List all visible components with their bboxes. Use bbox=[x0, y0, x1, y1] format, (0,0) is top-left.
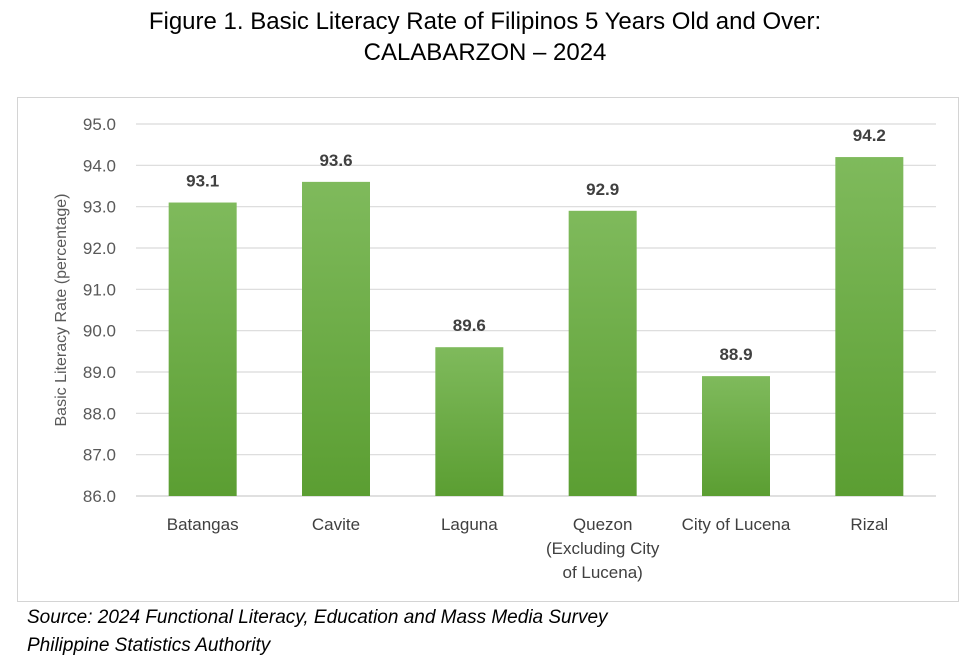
x-category-label: Cavite bbox=[312, 515, 360, 534]
x-category-label: (Excluding City bbox=[546, 539, 660, 558]
y-tick-label: 95.0 bbox=[83, 115, 116, 134]
x-category-label: Laguna bbox=[441, 515, 498, 534]
chart-title-line-1: Figure 1. Basic Literacy Rate of Filipin… bbox=[148, 8, 822, 35]
y-tick-label: 92.0 bbox=[83, 239, 116, 258]
bar bbox=[835, 157, 904, 497]
y-tick-label: 88.0 bbox=[83, 404, 116, 423]
bar bbox=[435, 347, 504, 496]
y-tick-label: 86.0 bbox=[83, 487, 116, 506]
data-label: 89.6 bbox=[453, 316, 486, 335]
x-category-label: of Lucena) bbox=[562, 563, 642, 582]
data-label: 94.2 bbox=[853, 126, 886, 145]
bar bbox=[302, 181, 370, 496]
data-label: 93.1 bbox=[186, 172, 219, 191]
data-label: 88.9 bbox=[719, 345, 752, 364]
data-label: 93.6 bbox=[319, 151, 352, 170]
y-tick-label: 93.0 bbox=[83, 198, 116, 217]
source-line-1: Source: 2024 Functional Literacy, Educat… bbox=[27, 607, 608, 628]
y-axis-title: Basic Literacy Rate (percentage) bbox=[53, 194, 70, 427]
data-label: 92.9 bbox=[586, 180, 619, 199]
bar-chart: 86.0 87.0 88.0 89.0 90.0 91.0 92.0 93.0 94.0 95.0… bbox=[53, 115, 936, 582]
x-category-label: Quezon bbox=[573, 515, 633, 534]
chart-title-line-2: CALABARZON – 2024 bbox=[363, 39, 607, 66]
bar bbox=[568, 210, 637, 497]
y-tick-label: 89.0 bbox=[83, 363, 116, 382]
y-tick-label: 91.0 bbox=[83, 280, 116, 299]
x-category-label: City of Lucena bbox=[682, 515, 791, 534]
bar bbox=[168, 202, 237, 496]
y-tick-label: 87.0 bbox=[83, 446, 116, 465]
source-line-2: Philippine Statistics Authority bbox=[27, 635, 271, 656]
x-category-label: Batangas bbox=[167, 515, 239, 534]
chart-area: 86.0 87.0 88.0 89.0 90.0 91.0 92.0 93.0 94.0 95.0… bbox=[17, 97, 959, 602]
source-note: Source: 2024 Functional Literacy, Educat… bbox=[27, 604, 608, 660]
bar bbox=[702, 376, 770, 496]
y-tick-label: 90.0 bbox=[83, 322, 116, 341]
x-category-label: Rizal bbox=[850, 515, 888, 534]
y-tick-label: 94.0 bbox=[83, 156, 116, 175]
chart-title: Figure 1. Basic Literacy Rate of Filipin… bbox=[0, 6, 970, 68]
